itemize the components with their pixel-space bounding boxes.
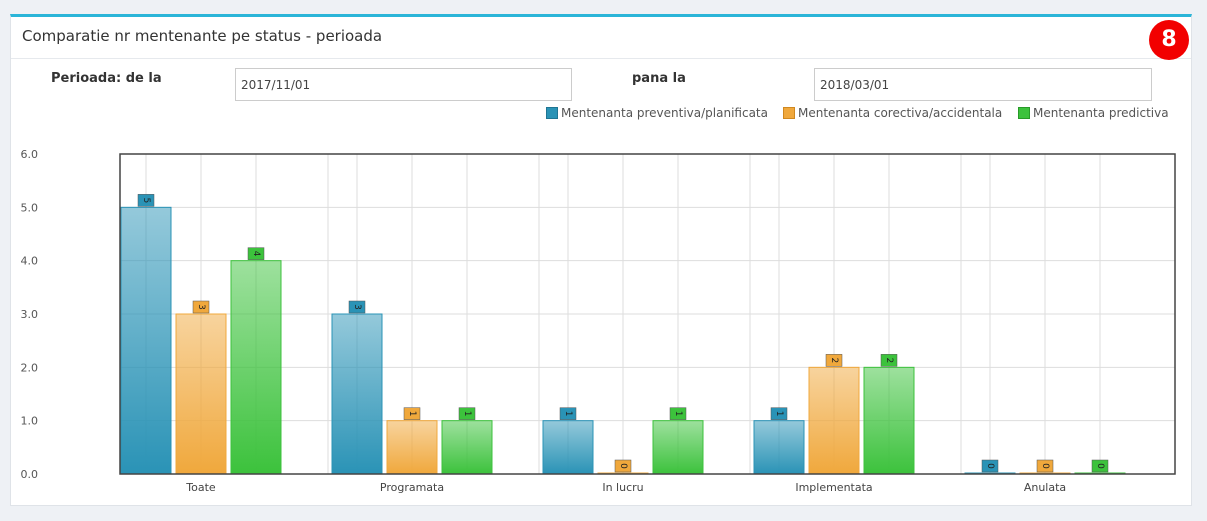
y-tick-label: 2.0	[21, 361, 39, 374]
to-date-input[interactable]	[814, 68, 1152, 101]
data-label-box	[1036, 459, 1054, 473]
data-label: 3	[352, 304, 362, 310]
legend-swatch	[546, 107, 558, 119]
bar	[331, 313, 383, 475]
x-tick-label: In lucru	[602, 481, 643, 494]
data-label-box	[669, 407, 687, 420]
data-label: 0	[985, 463, 995, 469]
y-tick-label: 1.0	[21, 415, 39, 428]
legend-label: Mentenanta predictiva	[1033, 106, 1169, 120]
data-label-box	[1091, 459, 1109, 473]
y-tick-label: 4.0	[21, 255, 39, 268]
data-label-box	[559, 407, 577, 420]
data-label-box	[880, 354, 898, 367]
legend-item-corectiva[interactable]: Mentenanta corectiva/accidentala	[783, 106, 1002, 120]
bar	[652, 420, 704, 475]
y-tick-label: 3.0	[21, 308, 39, 321]
y-tick-label: 5.0	[21, 201, 39, 214]
data-label-box	[403, 407, 421, 420]
legend-label: Mentenanta preventiva/planificata	[561, 106, 768, 120]
legend-swatch	[783, 107, 795, 119]
data-label: 5	[141, 197, 151, 203]
data-label: 3	[196, 304, 206, 310]
data-label: 1	[673, 411, 683, 417]
data-label-box	[770, 407, 788, 420]
data-label-box	[614, 459, 632, 473]
x-tick-label: Anulata	[1024, 481, 1066, 494]
bar	[230, 260, 282, 475]
data-label: 0	[1040, 463, 1050, 469]
legend-swatch	[1018, 107, 1030, 119]
data-label: 2	[829, 357, 839, 363]
chart-bars	[120, 206, 1126, 475]
number-badge: 8	[1149, 20, 1189, 60]
data-label: 1	[774, 411, 784, 417]
bar	[863, 366, 915, 475]
plot-frame	[119, 153, 1176, 475]
bar	[120, 206, 172, 475]
legend-item-preventiva[interactable]: Mentenanta preventiva/planificata	[546, 106, 768, 120]
y-tick-label: 6.0	[21, 148, 39, 161]
legend-item-predictiva[interactable]: Mentenanta predictiva	[1018, 106, 1169, 120]
bar	[175, 313, 227, 475]
x-tick-label: Programata	[380, 481, 444, 494]
to-label: pana la	[632, 71, 686, 86]
data-label-box	[137, 194, 155, 207]
bar	[542, 420, 594, 475]
data-label: 1	[407, 411, 417, 417]
panel-header: Comparatie nr mentenante pe status - per…	[11, 17, 1191, 60]
data-label-box	[825, 354, 843, 367]
bar	[753, 420, 805, 475]
bar	[386, 420, 438, 475]
chart-labels: 5 3 4 3 1 1 1 0 1 1 2 2 0 0 0	[137, 194, 1109, 473]
data-label: 0	[618, 463, 628, 469]
data-label: 0	[1095, 463, 1105, 469]
data-label: 1	[462, 411, 472, 417]
bar	[808, 366, 860, 475]
data-label: 1	[563, 411, 573, 417]
x-tick-label: Implementata	[795, 481, 872, 494]
data-label: 2	[884, 357, 894, 363]
from-date-input[interactable]	[235, 68, 572, 101]
from-label: Perioada: de la	[51, 71, 162, 86]
data-label-box	[247, 247, 265, 260]
chart-axes: 0.0 1.0 2.0 3.0 4.0 5.0 6.0 Toate Programata In l…	[21, 148, 1176, 494]
data-label-box	[348, 300, 366, 314]
panel-title: Comparatie nr mentenante pe status - per…	[22, 27, 383, 45]
data-label: 4	[251, 251, 261, 257]
y-tick-label: 0.0	[21, 468, 39, 481]
x-tick-label: Toate	[185, 481, 216, 494]
legend-label: Mentenanta corectiva/accidentala	[798, 106, 1003, 120]
data-label-box	[192, 300, 210, 314]
data-label-box	[458, 407, 476, 420]
bar	[441, 420, 493, 475]
data-label-box	[981, 459, 999, 473]
